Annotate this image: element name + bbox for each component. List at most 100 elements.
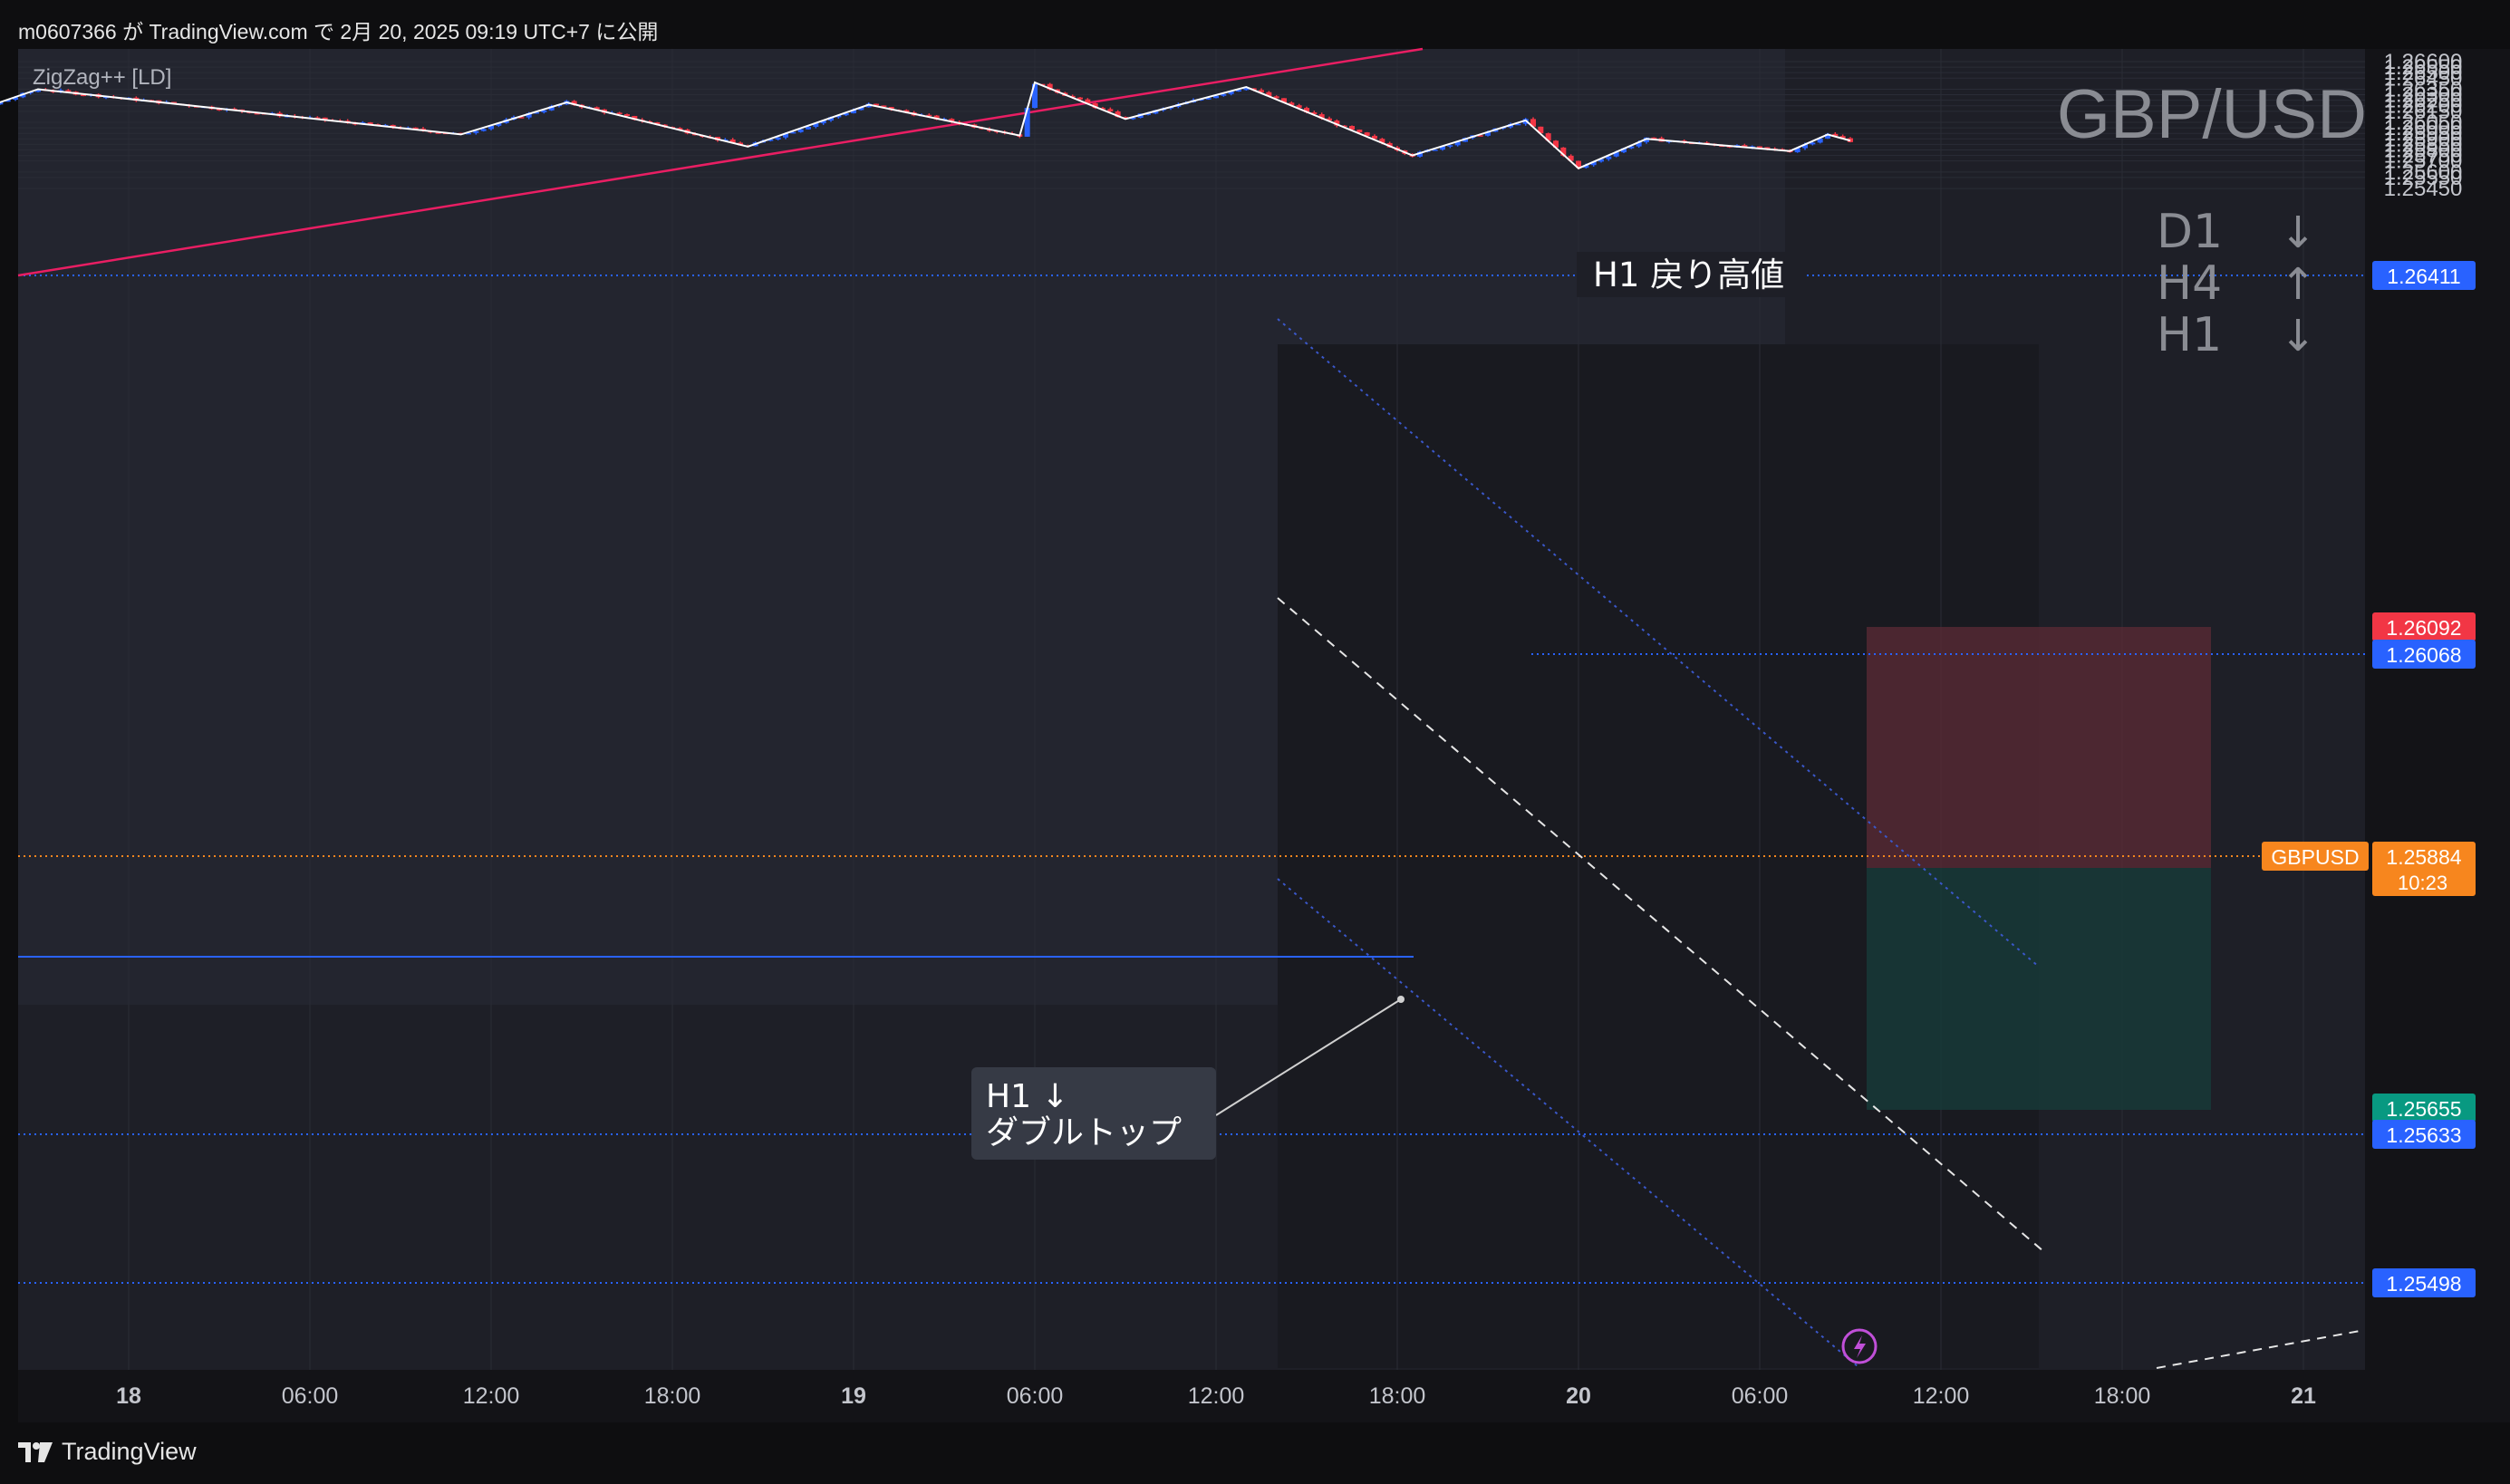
candle-body <box>1318 114 1325 119</box>
candle-body <box>65 90 72 92</box>
candle-body <box>775 137 781 140</box>
time-tick-label: 12:00 <box>1913 1383 1970 1409</box>
brand[interactable]: TradingView <box>18 1438 197 1466</box>
badge-pullback-high <box>2372 261 2476 290</box>
candle-body <box>435 132 441 134</box>
trend-arrow-up-icon: ↑ <box>2280 259 2316 310</box>
publish-info: m0607366 が TradingView.com で 2月 20, 2025… <box>18 20 659 43</box>
candle-body <box>654 122 661 125</box>
candle-body <box>1832 133 1839 137</box>
trend-table: D1 ↓ H4 ↑ H1 ↓ <box>2157 205 2316 362</box>
time-tick-label: 06:00 <box>1732 1383 1789 1409</box>
candle-body <box>1636 142 1642 147</box>
price-badges: 1.26411 1.26092 1.26068 GBPUSD 1.25884 1… <box>2262 261 2476 1297</box>
price-tick-label: 1.26550 <box>2384 55 2463 80</box>
time-tick-label: 12:00 <box>1188 1383 1245 1409</box>
candle-body <box>254 112 260 115</box>
candle-body <box>1757 146 1762 148</box>
price-tick-label: 1.25700 <box>2384 149 2463 174</box>
time-tick-label: 18 <box>116 1383 141 1409</box>
time-tick-label: 18:00 <box>644 1383 701 1409</box>
projection-line <box>2156 1329 2366 1369</box>
candle-body <box>1024 108 1030 137</box>
candle-body <box>518 117 525 119</box>
candle-body <box>624 114 630 117</box>
time-tick-label: 18:00 <box>2094 1383 2151 1409</box>
candle-body <box>1576 160 1581 169</box>
grid <box>18 49 2365 1370</box>
tradingview-logo-icon <box>18 1441 53 1462</box>
candle-body <box>1477 135 1483 137</box>
price-axis[interactable]: 1.266001.265501.265001.264501.263501.263… <box>2384 50 2463 201</box>
candle-body <box>843 113 849 116</box>
trend-tf-d1: D1 <box>2157 205 2223 259</box>
candle-body <box>813 123 819 127</box>
candle-body <box>480 129 487 131</box>
channel-midline <box>1277 597 2044 1252</box>
candle-body <box>1032 83 1038 109</box>
candle-body <box>81 94 86 97</box>
candle-body <box>1590 161 1597 166</box>
candle-body <box>1530 119 1536 127</box>
candle-body <box>1085 99 1091 103</box>
candle-body <box>1047 83 1053 90</box>
candle-body <box>5 100 11 102</box>
candle-body <box>1515 123 1521 126</box>
candle-body <box>1334 120 1340 126</box>
candle-body <box>1560 147 1567 156</box>
indicator-label[interactable]: ZigZag++ [LD] <box>33 65 171 90</box>
trend-tf-h4: H4 <box>2157 256 2222 311</box>
price-tick-label: 1.26450 <box>2384 66 2463 91</box>
price-tick-label: 1.26150 <box>2384 100 2463 124</box>
callout-connector <box>1215 998 1402 1116</box>
candle-body <box>1825 133 1830 139</box>
price-tick-label: 1.26200 <box>2384 94 2463 119</box>
lightning-icon[interactable] <box>1841 1328 1878 1364</box>
candle-body <box>820 120 826 124</box>
candle-body <box>851 110 856 114</box>
time-tick-label: 20 <box>1566 1383 1591 1409</box>
candle-body <box>1644 137 1649 143</box>
price-tick-label: 1.25850 <box>2384 132 2463 157</box>
candle-body <box>594 107 600 110</box>
candle-body <box>926 114 932 117</box>
symbol-tag-text: GBPUSD <box>2271 845 2359 869</box>
candle-body <box>541 110 547 112</box>
candle-body <box>933 115 940 120</box>
candle-body <box>1341 125 1347 128</box>
candle-body <box>858 107 864 111</box>
price-tick-label: 1.25450 <box>2384 177 2463 201</box>
candle-body <box>1266 92 1272 97</box>
pullback-high-label[interactable]: H1 戻り高値 <box>1593 255 1784 294</box>
candle-body <box>1221 93 1227 96</box>
double-top-callout[interactable] <box>971 1067 1216 1160</box>
badge-support <box>2372 1268 2476 1297</box>
long-trendline <box>17 47 1424 277</box>
candle-body <box>616 112 623 115</box>
zigzag-line <box>0 81 1851 169</box>
candle-body <box>1145 113 1151 115</box>
price-tick-label: 1.25600 <box>2384 160 2463 185</box>
price-tick-label: 1.25800 <box>2384 138 2463 162</box>
candle-body <box>677 128 683 130</box>
price-tick-label: 1.25550 <box>2384 166 2463 190</box>
footer-bar <box>0 1422 2510 1484</box>
stop-loss-zone <box>1867 627 2211 868</box>
candle-body <box>632 116 638 120</box>
candle-body <box>1628 146 1635 149</box>
candle-body <box>1810 142 1816 145</box>
candle-body <box>1839 136 1846 139</box>
candle-body <box>835 115 842 118</box>
candle-body <box>1115 111 1121 118</box>
price-tick-label: 1.26300 <box>2384 83 2463 108</box>
candle-body <box>1440 146 1445 150</box>
candle-body <box>790 131 796 134</box>
pullback-high-label-bg <box>1577 252 1803 297</box>
candle-body <box>1100 108 1105 110</box>
time-axis[interactable]: 18 06:00 12:00 18:00 19 06:00 12:00 18:00 20 06:0… <box>116 1383 2316 1409</box>
candle-body <box>1764 147 1771 149</box>
candle-body <box>1545 133 1551 141</box>
candle-body <box>473 130 479 133</box>
candle-body <box>1281 98 1287 103</box>
